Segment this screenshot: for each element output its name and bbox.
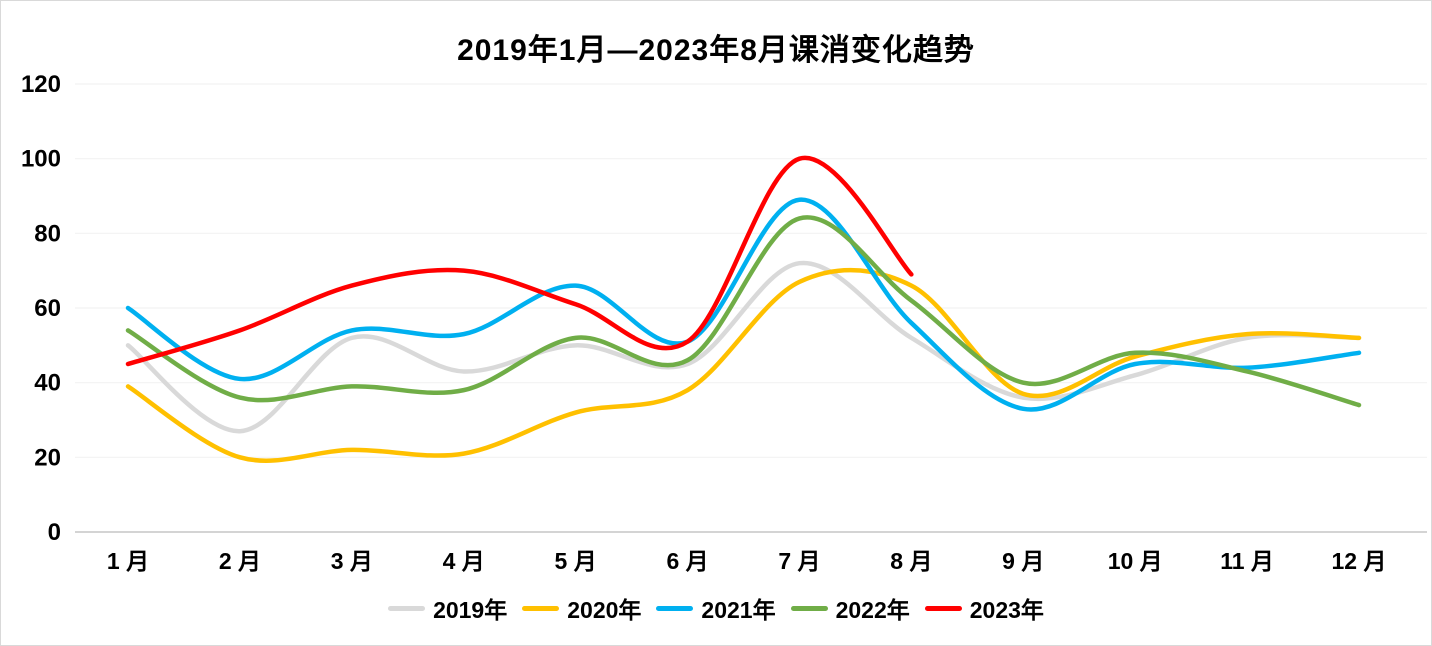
x-axis-label: 7 月 — [778, 548, 820, 574]
legend-item-2022年: 2022年 — [790, 591, 910, 625]
y-axis-label: 80 — [34, 220, 61, 247]
y-axis-label: 120 — [21, 71, 61, 98]
legend-swatch-icon — [924, 605, 962, 611]
chart-title: 2019年1月—2023年8月课消变化趋势 — [457, 34, 975, 67]
legend-item-2023年: 2023年 — [924, 591, 1044, 625]
series-line-2021年 — [125, 197, 1362, 412]
y-axis-label: 40 — [34, 370, 61, 397]
x-axis-label: 10 月 — [1108, 548, 1163, 574]
legend-swatch-icon — [388, 605, 426, 611]
series-line-2019年 — [125, 260, 1362, 434]
legend-label: 2019年 — [433, 597, 508, 623]
legend-label: 2022年 — [835, 597, 910, 623]
x-axis-label: 5 月 — [555, 548, 597, 574]
x-axis-label: 11 月 — [1220, 548, 1274, 574]
y-axis-label: 100 — [21, 146, 61, 173]
legend-swatch-icon — [656, 605, 694, 611]
y-axis-label: 60 — [34, 295, 61, 322]
legend-item-2019年: 2019年 — [388, 591, 507, 625]
legend-item-2021年: 2021年 — [656, 591, 776, 625]
legend-label: 2023年 — [969, 597, 1044, 623]
x-axis-label: 2 月 — [219, 548, 261, 574]
legend-swatch-icon — [790, 605, 828, 611]
x-axis-label: 9 月 — [1002, 548, 1044, 574]
x-axis-label: 4 月 — [443, 548, 485, 574]
x-axis-label: 3 月 — [331, 548, 373, 574]
legend: 2019年 2020年 2021年 2022年 2023年 — [1, 591, 1431, 625]
legend-swatch-icon — [522, 605, 560, 611]
series-line-2023年 — [125, 155, 914, 367]
x-axis-label: 6 月 — [666, 548, 708, 574]
series-line-2022年 — [125, 215, 1362, 408]
y-axis-label: 20 — [34, 444, 61, 471]
x-axis-label: 1 月 — [107, 548, 149, 574]
x-axis-label: 8 月 — [890, 548, 932, 574]
series-line-2020年 — [125, 267, 1362, 463]
legend-label: 2021年 — [701, 597, 776, 623]
legend-label: 2020年 — [567, 597, 642, 623]
y-axis-label: 0 — [48, 519, 61, 546]
x-axis-label: 12 月 — [1332, 548, 1387, 574]
legend-item-2020年: 2020年 — [522, 591, 641, 625]
